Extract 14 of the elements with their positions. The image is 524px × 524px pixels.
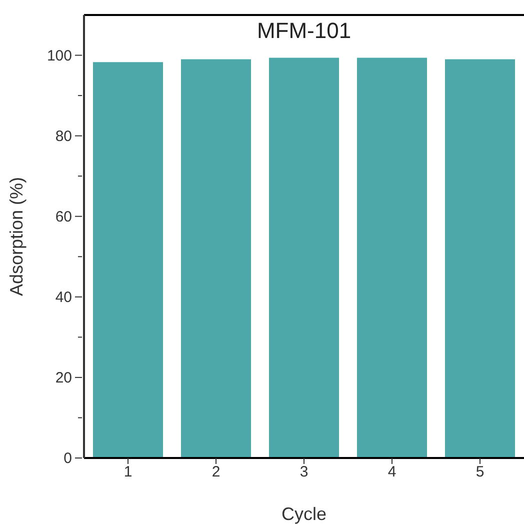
x-tick-label: 2: [212, 464, 220, 481]
x-tick-label: 1: [124, 464, 132, 481]
y-tick-label: 80: [55, 128, 72, 145]
y-tick-label: 20: [55, 369, 72, 386]
y-axis-title: Adsorption (%): [6, 176, 26, 296]
x-axis-title: Cycle: [281, 504, 327, 524]
x-tick-label: 4: [388, 464, 396, 481]
y-tick-label: 60: [55, 208, 72, 226]
y-tick-label: 100: [46, 47, 72, 64]
x-tick-label: 5: [476, 464, 484, 481]
y-tick-label: 0: [64, 450, 72, 467]
x-tick-label: 3: [300, 464, 308, 481]
chart-title: MFM-101: [256, 18, 352, 44]
y-tick-label: 40: [55, 288, 72, 306]
